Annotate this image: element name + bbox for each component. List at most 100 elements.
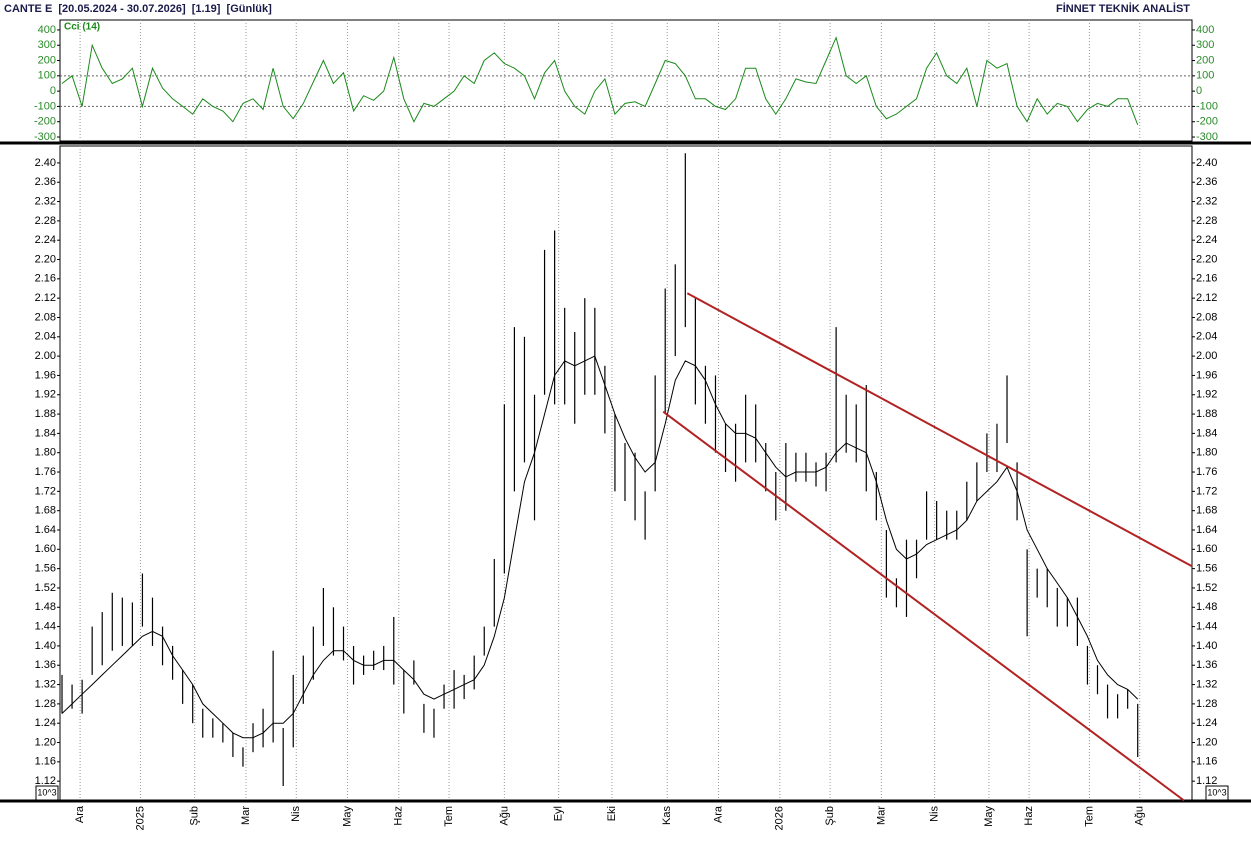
y-tick-label: 2.04 (35, 331, 56, 343)
y-tick-label: 0 (1196, 85, 1202, 97)
y-tick-label: 1.20 (35, 736, 56, 748)
y-tick-label: 2.40 (35, 157, 56, 169)
y-tick-label: 2.20 (1196, 253, 1217, 265)
x-tick-label: Şub (824, 806, 836, 826)
x-tick-label: Nis (290, 806, 302, 822)
moving-average (61, 355, 1139, 739)
y-tick-label: 1.32 (35, 678, 56, 690)
y-tick-label: 1.44 (1196, 621, 1217, 633)
trend-line (662, 410, 1185, 802)
y-tick-label: 2.00 (35, 350, 56, 362)
y-tick-label: 300 (1196, 39, 1214, 51)
y-tick-label: 2.08 (35, 311, 56, 323)
y-tick-label: 1.60 (1196, 543, 1217, 555)
y-tick-label: -100 (1196, 100, 1218, 112)
y-tick-label: 2.00 (1196, 350, 1217, 362)
cci-frame (59, 19, 1193, 142)
header-left: CANTE E [20.05.2024 - 30.07.2026] [1.19]… (4, 3, 272, 15)
y-tick-label: -200 (1196, 116, 1218, 128)
y-tick-label: 1.72 (1196, 485, 1217, 497)
y-tick-label: 1.32 (1196, 678, 1217, 690)
y-tick-label: 1.80 (35, 447, 56, 459)
x-tick-label: May (983, 806, 995, 827)
x-tick-label: 2026 (774, 806, 786, 830)
x-tick-label: Eki (606, 806, 618, 821)
header-right: FİNNET TEKNİK ANALİST (1056, 2, 1190, 15)
y-tick-label: 2.20 (35, 253, 56, 265)
y-tick-label: 100 (38, 70, 56, 82)
y-tick-label: 2.08 (1196, 311, 1217, 323)
x-tick-label: Mar (875, 806, 887, 825)
x-tick-label: Mar (240, 806, 252, 825)
y-tick-label: 1.56 (35, 563, 56, 575)
y-tick-label: 1.64 (1196, 524, 1217, 536)
x-tick-label: Tem (443, 806, 455, 827)
x-tick-label: Tem (1083, 806, 1095, 827)
y-tick-label: -300 (1196, 131, 1218, 143)
y-tick-label: -100 (34, 100, 56, 112)
y-tick-label: 1.36 (35, 659, 56, 671)
y-tick-label: -200 (34, 116, 56, 128)
x-tick-label: Şub (189, 806, 201, 826)
y-tick-label: 2.28 (35, 215, 56, 227)
y-tick-label: 1.84 (35, 427, 56, 439)
y-tick-label: 1.84 (1196, 427, 1217, 439)
scale-label: 10^3 (1207, 787, 1226, 797)
x-tick-label: May (341, 806, 353, 827)
panel-title: Cci (14) (64, 22, 100, 33)
y-tick-label: 400 (38, 24, 56, 36)
y-tick-label: 1.80 (1196, 447, 1217, 459)
y-tick-label: 2.16 (35, 273, 56, 285)
y-tick-label: 2.24 (35, 234, 56, 246)
x-tick-label: Ara (74, 805, 86, 823)
cci-line (61, 36, 1139, 125)
y-tick-label: 1.44 (35, 621, 56, 633)
y-tick-label: 1.12 (1196, 775, 1217, 787)
x-tick-label: Haz (1023, 806, 1035, 826)
y-tick-label: 1.12 (35, 775, 56, 787)
y-tick-label: 1.88 (1196, 408, 1217, 420)
x-tick-label: Ara (712, 805, 724, 823)
x-tick-label: Haz (393, 806, 405, 826)
y-tick-label: 1.48 (1196, 601, 1217, 613)
y-tick-label: 2.28 (1196, 215, 1217, 227)
scale-label: 10^3 (37, 787, 56, 797)
y-tick-label: 2.12 (35, 292, 56, 304)
y-tick-label: -300 (34, 131, 56, 143)
y-tick-label: 200 (38, 54, 56, 66)
y-tick-label: 1.28 (35, 698, 56, 710)
x-tick-label: Eyl (553, 806, 565, 821)
y-tick-label: 1.68 (35, 505, 56, 517)
y-tick-label: 1.52 (1196, 582, 1217, 594)
y-tick-label: 2.12 (1196, 292, 1217, 304)
y-tick-label: 2.40 (1196, 157, 1217, 169)
y-tick-label: 1.48 (35, 601, 56, 613)
y-tick-label: 2.16 (1196, 273, 1217, 285)
y-tick-label: 1.16 (35, 756, 56, 768)
scale-box (1205, 785, 1229, 801)
y-tick-label: 2.04 (1196, 331, 1217, 343)
y-tick-label: 2.32 (1196, 195, 1217, 207)
scale-box (35, 785, 59, 801)
y-tick-label: 2.32 (35, 195, 56, 207)
y-tick-label: 1.96 (1196, 369, 1217, 381)
y-tick-label: 1.52 (35, 582, 56, 594)
y-tick-label: 1.16 (1196, 756, 1217, 768)
y-tick-label: 1.40 (1196, 640, 1217, 652)
y-tick-label: 0 (50, 85, 56, 97)
y-tick-label: 1.96 (35, 369, 56, 381)
y-tick-label: 1.92 (35, 389, 56, 401)
y-tick-label: 1.76 (35, 466, 56, 478)
y-tick-label: 2.36 (1196, 176, 1217, 188)
x-tick-label: Ağu (1134, 806, 1146, 826)
y-tick-label: 1.92 (1196, 389, 1217, 401)
y-tick-label: 200 (1196, 54, 1214, 66)
y-tick-label: 300 (38, 39, 56, 51)
y-tick-label: 1.76 (1196, 466, 1217, 478)
x-tick-label: Ağu (498, 806, 510, 826)
y-tick-label: 1.72 (35, 485, 56, 497)
x-tick-label: Nis (929, 806, 941, 822)
y-tick-label: 1.88 (35, 408, 56, 420)
x-tick-label: Kas (661, 806, 673, 825)
